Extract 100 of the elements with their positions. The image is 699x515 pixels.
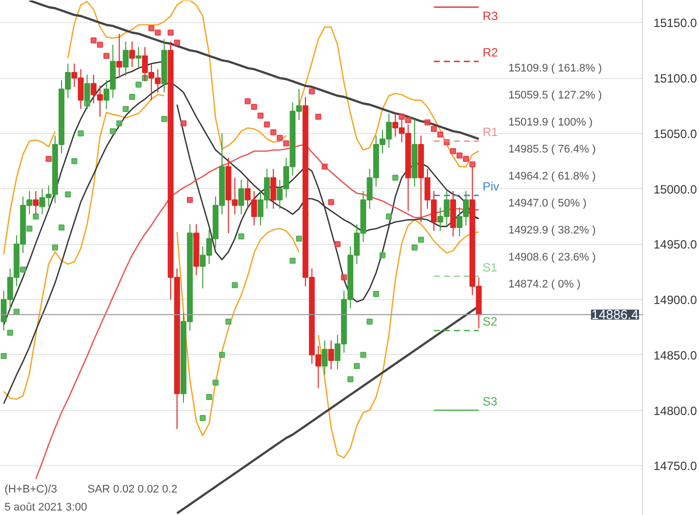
text: 15109.9 ( 161.8% ) xyxy=(508,62,602,74)
y-tick-label: 14950.0 xyxy=(654,238,698,252)
point xyxy=(424,119,430,126)
ref-line-label: 14886.4 xyxy=(592,307,639,322)
series-label: S1 xyxy=(482,260,498,274)
point xyxy=(315,114,322,120)
point xyxy=(186,196,193,203)
y-tick-label: 14850.0 xyxy=(654,348,698,362)
point xyxy=(360,352,366,358)
point xyxy=(116,120,122,126)
point xyxy=(32,213,39,220)
point xyxy=(462,156,469,162)
point xyxy=(154,30,161,36)
point xyxy=(129,94,136,100)
point xyxy=(232,282,238,288)
point xyxy=(270,129,276,136)
y-tick-label: 15150.0 xyxy=(654,16,698,30)
point xyxy=(456,152,463,159)
point xyxy=(347,376,354,382)
point xyxy=(392,174,398,181)
point xyxy=(334,241,341,248)
text: 15019.9 ( 100% ) xyxy=(508,116,593,128)
line-series xyxy=(28,0,480,140)
point xyxy=(405,117,412,124)
point xyxy=(78,130,84,136)
point xyxy=(340,274,347,280)
text: 14947.0 ( 50% ) xyxy=(508,198,587,210)
annotation: SAR 0.02 0.02 0.2 xyxy=(88,484,178,496)
point xyxy=(450,148,456,154)
point xyxy=(430,126,437,132)
point xyxy=(110,128,116,134)
point xyxy=(225,318,232,325)
series-label: S2 xyxy=(482,314,498,329)
candlestick xyxy=(238,179,244,215)
point xyxy=(418,236,424,243)
point xyxy=(7,330,14,336)
y-tick-label: 15000.0 xyxy=(654,182,698,196)
candlestick xyxy=(322,340,328,376)
y-tick-label: 15050.0 xyxy=(654,126,698,141)
point xyxy=(244,98,251,104)
point xyxy=(308,88,315,94)
point xyxy=(437,132,444,138)
text: 14929.9 ( 38.2% ) xyxy=(508,224,596,236)
y-tick-label: 14750.0 xyxy=(654,459,698,474)
point xyxy=(20,266,26,273)
point xyxy=(469,161,476,168)
series-label: R1 xyxy=(482,125,498,140)
y-tick-label: 14800.0 xyxy=(654,404,698,418)
text: 14985.5 ( 76.4% ) xyxy=(508,144,596,156)
candlestick xyxy=(122,40,129,76)
point xyxy=(238,233,244,240)
point xyxy=(328,199,334,206)
point xyxy=(373,290,380,297)
annotation: (H+B+C)/3 xyxy=(4,484,58,496)
text: 14964.2 ( 61.8% ) xyxy=(508,170,596,182)
series-label: R3 xyxy=(482,9,498,24)
point xyxy=(26,226,32,232)
point xyxy=(97,42,104,48)
point xyxy=(354,362,360,369)
point xyxy=(174,40,180,46)
point xyxy=(52,244,58,250)
point xyxy=(412,244,418,250)
point xyxy=(103,52,110,59)
point xyxy=(258,112,264,119)
point xyxy=(379,252,386,258)
point xyxy=(200,415,206,422)
point xyxy=(90,37,97,44)
point xyxy=(264,122,270,128)
point xyxy=(161,116,168,122)
series-label: R2 xyxy=(482,45,498,60)
point xyxy=(58,224,64,231)
point xyxy=(46,156,52,162)
point xyxy=(148,25,154,32)
line-series xyxy=(35,144,480,480)
point xyxy=(296,236,302,242)
point xyxy=(122,106,129,112)
point xyxy=(276,134,283,141)
point xyxy=(212,380,219,386)
point xyxy=(398,114,405,120)
candlestick xyxy=(129,40,136,68)
point xyxy=(283,140,290,146)
annotation: 5 août 2021 3:00 xyxy=(4,502,88,514)
text: 14874.2 ( 0% ) xyxy=(508,278,580,290)
point xyxy=(218,352,225,358)
candlestick xyxy=(270,168,276,210)
point xyxy=(71,158,78,164)
text: 15059.5 ( 127.2% ) xyxy=(508,90,602,102)
point xyxy=(366,318,373,325)
point xyxy=(180,120,186,126)
series-label: S3 xyxy=(482,394,498,408)
point xyxy=(14,308,20,315)
y-tick-label: 15100.0 xyxy=(654,72,698,86)
y-tick-label: 14900.0 xyxy=(654,293,698,308)
candlestick xyxy=(116,33,122,76)
point xyxy=(386,213,392,220)
point xyxy=(0,353,7,360)
point xyxy=(64,191,71,198)
candlestick xyxy=(136,46,142,68)
point xyxy=(251,104,258,110)
series-label: Piv xyxy=(482,179,500,194)
